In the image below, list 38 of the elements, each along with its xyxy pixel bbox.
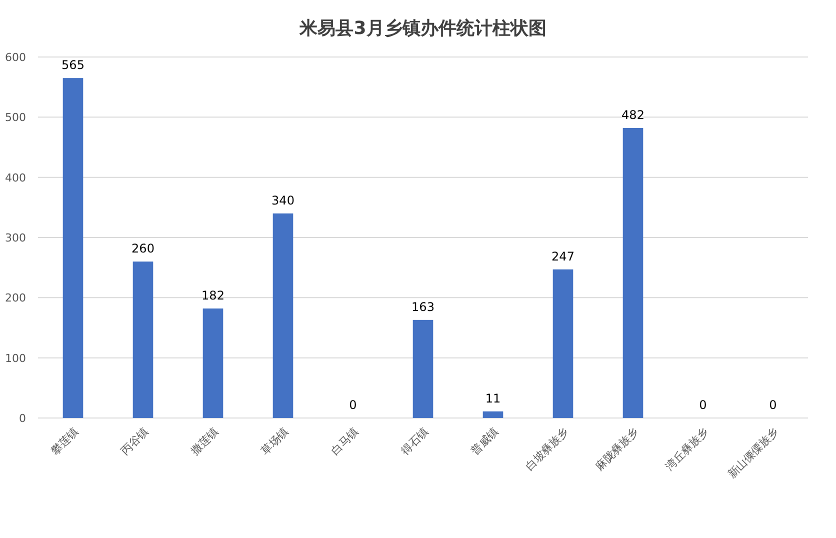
data-label: 482 [622, 108, 644, 122]
data-label: 565 [62, 58, 84, 72]
x-tick-label: 攀莲镇 [48, 424, 82, 458]
bar [132, 262, 154, 418]
data-label: 260 [132, 242, 154, 256]
data-label: 0 [699, 398, 707, 412]
chart-title: 米易县3月乡镇办件统计柱状图 [298, 18, 546, 39]
data-label: 163 [412, 300, 434, 314]
data-label: 182 [202, 288, 224, 302]
y-tick-label: 200 [5, 292, 26, 305]
bar [552, 269, 574, 418]
y-tick-label: 300 [5, 232, 26, 244]
x-tick-label: 丙谷镇 [118, 424, 152, 458]
data-label: 0 [349, 398, 357, 412]
bar [622, 128, 644, 418]
y-tick-label: 0 [19, 412, 26, 425]
x-tick-label: 白马镇 [328, 424, 362, 458]
x-tick-label: 普威镇 [468, 424, 502, 458]
bar [202, 308, 224, 418]
y-tick-label: 400 [5, 171, 26, 184]
data-label: 340 [272, 193, 294, 208]
x-tick-label: 得石镇 [398, 424, 432, 458]
data-label: 0 [769, 398, 777, 412]
x-tick-label: 撒莲镇 [188, 424, 222, 458]
data-label: 11 [485, 391, 501, 406]
bar [62, 78, 84, 418]
x-tick-label: 白坡彝族乡 [523, 424, 572, 474]
bar [272, 213, 294, 418]
y-tick-label: 600 [5, 51, 26, 64]
bar [482, 411, 504, 418]
bar [412, 320, 434, 418]
x-tick-label: 新山傈僳族乡 [725, 424, 782, 481]
x-tick-label: 草场镇 [258, 424, 292, 458]
y-tick-label: 500 [5, 111, 26, 124]
y-tick-label: 100 [5, 352, 26, 365]
x-tick-label: 麻陇彝族乡 [593, 424, 642, 474]
data-label: 247 [552, 249, 574, 264]
x-tick-label: 湾丘彝族乡 [663, 424, 712, 474]
